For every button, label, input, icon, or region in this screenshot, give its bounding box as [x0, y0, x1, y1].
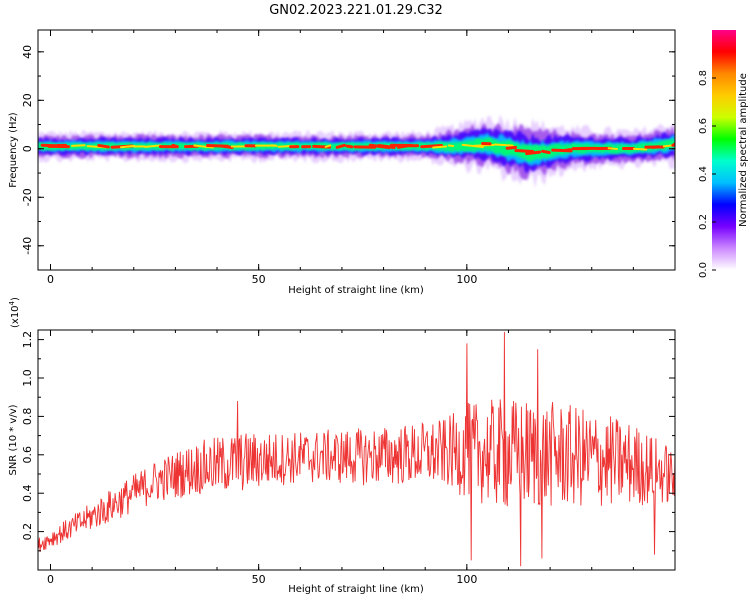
- spectrogram-core-segment: [270, 144, 278, 147]
- colorbar-tick-label: 0.2: [698, 214, 709, 230]
- spectrogram-core-segment: [541, 149, 551, 154]
- snr-panel: 0 50 100 0.2 0.4 0.6 0.8 1.0 1.2 Height of strai…: [8, 297, 676, 595]
- colorbar-ticks: 0.0 0.2 0.4 0.6 0.8: [698, 70, 716, 278]
- snr-y-multiplier-base: (x10: [10, 305, 21, 328]
- y-tick-label: 0.2: [21, 523, 34, 541]
- spectrogram-core-segment: [335, 143, 347, 149]
- y-tick-label: 0.4: [21, 484, 34, 502]
- spectrogram-core-segment: [651, 145, 660, 149]
- spectrogram-core-segment: [473, 144, 495, 147]
- spectrogram-core-segment: [505, 145, 518, 150]
- y-tick-label: -40: [21, 237, 34, 255]
- spectrogram-core-segment: [461, 143, 484, 148]
- spectrogram-core-segment: [193, 144, 214, 149]
- spectrogram-core-segment: [525, 150, 542, 156]
- y-tick-label: -20: [21, 188, 34, 206]
- spectrogram-core-segment: [514, 148, 535, 154]
- spectrogram-frame: [37, 29, 676, 271]
- spectrogram-xlabel: Height of straight line (km): [288, 285, 424, 296]
- y-tick-label: 0.6: [21, 446, 34, 464]
- spectrogram-panel: 0 50 100 -40 -20 0 20 40 Height of straight lin…: [8, 29, 676, 296]
- spectrogram-layer: [38, 136, 675, 162]
- spectrogram-core-segment: [563, 148, 572, 152]
- spectrogram-band: [38, 114, 675, 189]
- y-tick-label: 0.8: [21, 408, 34, 426]
- colorbar-tick-label: 0.8: [698, 70, 709, 86]
- spectrogram-core-segment: [143, 144, 162, 148]
- spectrogram-core-segment: [420, 143, 444, 149]
- colorbar-tick-label: 0.0: [698, 262, 709, 278]
- y-tick-label: 20: [21, 93, 34, 107]
- x-tick-label: 0: [47, 273, 54, 286]
- x-tick-label: 50: [252, 573, 266, 586]
- spectrogram-core-segment: [345, 144, 354, 149]
- spectrogram-ylabel: Frequency (Hz): [8, 112, 19, 188]
- colorbar: 0.0 0.2 0.4 0.6 0.8 Normalized spectral ampl…: [698, 30, 749, 278]
- chart-title: GN02.2023.221.01.29.C32: [269, 3, 443, 18]
- colorbar-label: Normalized spectral amplitude: [738, 73, 749, 227]
- spectrogram-core-segment: [632, 147, 648, 151]
- spectrogram-core-segment: [494, 143, 514, 147]
- snr-y-multiplier-close: ): [10, 297, 21, 301]
- spectrogram-core-segment: [171, 143, 179, 149]
- y-tick-label: 1.2: [21, 331, 34, 349]
- colorbar-scale: [712, 30, 736, 270]
- x-tick-label: 100: [456, 273, 477, 286]
- y-tick-label: 1.0: [21, 369, 34, 387]
- x-tick-label: 50: [252, 273, 266, 286]
- snr-series-line: [38, 331, 675, 567]
- snr-y-multiplier-exponent: 4: [8, 300, 16, 305]
- spectrogram-ticks: 0 50 100 -40 -20 0 20 40: [21, 30, 676, 286]
- x-tick-label: 100: [456, 573, 477, 586]
- y-tick-label: 40: [21, 45, 34, 59]
- colorbar-tick-label: 0.4: [698, 166, 709, 182]
- spectrogram-core-segment: [219, 144, 234, 150]
- spectrogram-core-segment: [324, 144, 332, 148]
- spectrogram-core-segment: [662, 144, 674, 148]
- x-tick-label: 0: [47, 573, 54, 586]
- spectrogram-core-segment: [607, 147, 618, 151]
- spectrogram-core-segment: [377, 143, 396, 150]
- snr-xlabel: Height of straight line (km): [288, 584, 424, 595]
- spectrogram-core-segment: [71, 144, 86, 147]
- snr-ticks: 0 50 100 0.2 0.4 0.6 0.8 1.0 1.2: [21, 330, 676, 586]
- spectrogram-core-segment: [432, 145, 448, 149]
- colorbar-tick-label: 0.6: [698, 118, 709, 134]
- y-tick-label: 0: [21, 145, 34, 152]
- snr-frame: [37, 329, 676, 571]
- snr-ylabel: SNR (10 * v/v): [8, 404, 19, 475]
- spectrogram-core-segment: [120, 144, 136, 149]
- snr-y-multiplier: (x104): [8, 297, 21, 328]
- spectrogram-core-segment: [97, 143, 110, 149]
